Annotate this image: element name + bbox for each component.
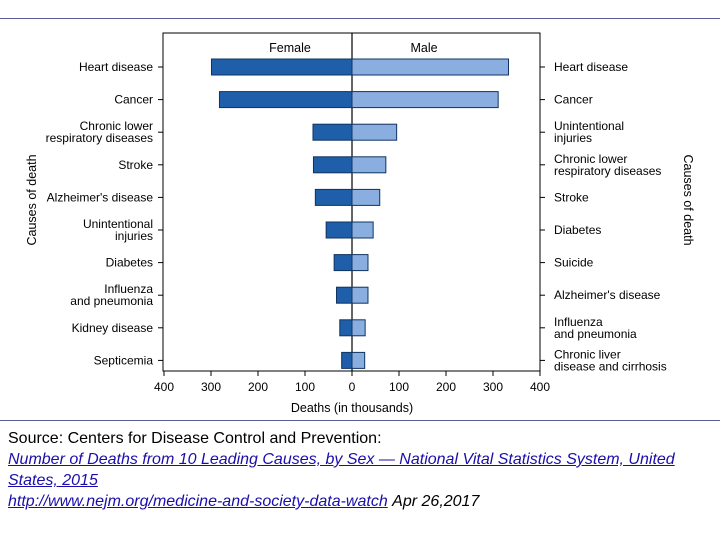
- bar-male: [351, 319, 366, 337]
- bar-female: [325, 221, 353, 239]
- deaths-by-sex-chart: Female Male Heart disease Heart disease Canc…: [25, 32, 695, 415]
- source-line: Source: Centers for Disease Control and …: [8, 430, 382, 447]
- y-axis-title-left: Causes of death: [25, 154, 39, 245]
- bar-female: [335, 286, 353, 304]
- x-tick-label: 300: [201, 380, 221, 394]
- bar-male: [351, 123, 398, 141]
- category-label-male: Stroke: [554, 190, 589, 204]
- category-label-female: Alzheimer's disease: [47, 190, 154, 204]
- category-label-female: Cancer: [114, 93, 153, 107]
- category-label-female: Diabetes: [106, 256, 153, 270]
- x-tick-label: 400: [154, 380, 174, 394]
- category-label-female: Heart disease: [79, 60, 153, 74]
- bar-female: [210, 58, 353, 76]
- x-tick-label: 100: [389, 380, 409, 394]
- x-tick-label: 100: [295, 380, 315, 394]
- category-label-male: Suicide: [554, 256, 594, 270]
- category-label-male: Chronic liver disease and cirrhosis: [554, 347, 667, 373]
- source-rule: [0, 420, 720, 421]
- x-tick-label: 200: [436, 380, 456, 394]
- bar-female: [339, 319, 353, 337]
- category-label-male: Heart disease: [554, 60, 628, 74]
- x-tick-label: 300: [483, 380, 503, 394]
- bar-female: [314, 188, 353, 206]
- category-label-female: Kidney disease: [72, 321, 154, 335]
- source-date: Apr 26,2017: [392, 493, 480, 510]
- series-label-female: Female: [269, 41, 311, 55]
- x-tick-label: 400: [530, 380, 550, 394]
- source-block: Source: Centers for Disease Control and …: [8, 428, 708, 512]
- category-label-female: Influenza and pneumonia: [70, 282, 153, 308]
- category-label-female: Stroke: [118, 158, 153, 172]
- category-label-female: Septicemia: [94, 353, 154, 367]
- source-link[interactable]: Number of Deaths from 10 Leading Causes,…: [8, 451, 675, 489]
- bar-female: [312, 123, 353, 141]
- category-label-female: Unintentional injuries: [83, 217, 153, 243]
- category-label-male: Unintentional injuries: [554, 119, 624, 145]
- top-rule: [0, 18, 720, 19]
- x-tick-label: 200: [248, 380, 268, 394]
- source-url[interactable]: http://www.nejm.org/medicine-and-society…: [8, 493, 388, 510]
- bar-male: [351, 91, 499, 109]
- bar-male: [351, 188, 381, 206]
- bar-male: [351, 254, 369, 272]
- bar-male: [351, 156, 387, 174]
- series-label-male: Male: [410, 41, 437, 55]
- bar-male: [351, 58, 510, 76]
- bar-male: [351, 351, 366, 369]
- bar-female: [218, 91, 353, 109]
- category-label-male: Cancer: [554, 93, 593, 107]
- category-label-male: Influenza and pneumonia: [554, 315, 637, 341]
- category-label-male: Chronic lower respiratory diseases: [554, 152, 661, 178]
- bar-male: [351, 286, 369, 304]
- x-tick-label: 0: [349, 380, 356, 394]
- x-axis-title: Deaths (in thousands): [291, 401, 413, 415]
- bar-female: [341, 351, 353, 369]
- bar-male: [351, 221, 374, 239]
- bar-female: [312, 156, 353, 174]
- category-label-male: Diabetes: [554, 223, 601, 237]
- category-label-female: Chronic lower respiratory diseases: [46, 119, 153, 145]
- category-label-male: Alzheimer's disease: [554, 288, 661, 302]
- bar-female: [333, 254, 353, 272]
- y-axis-title-right: Causes of death: [681, 154, 695, 245]
